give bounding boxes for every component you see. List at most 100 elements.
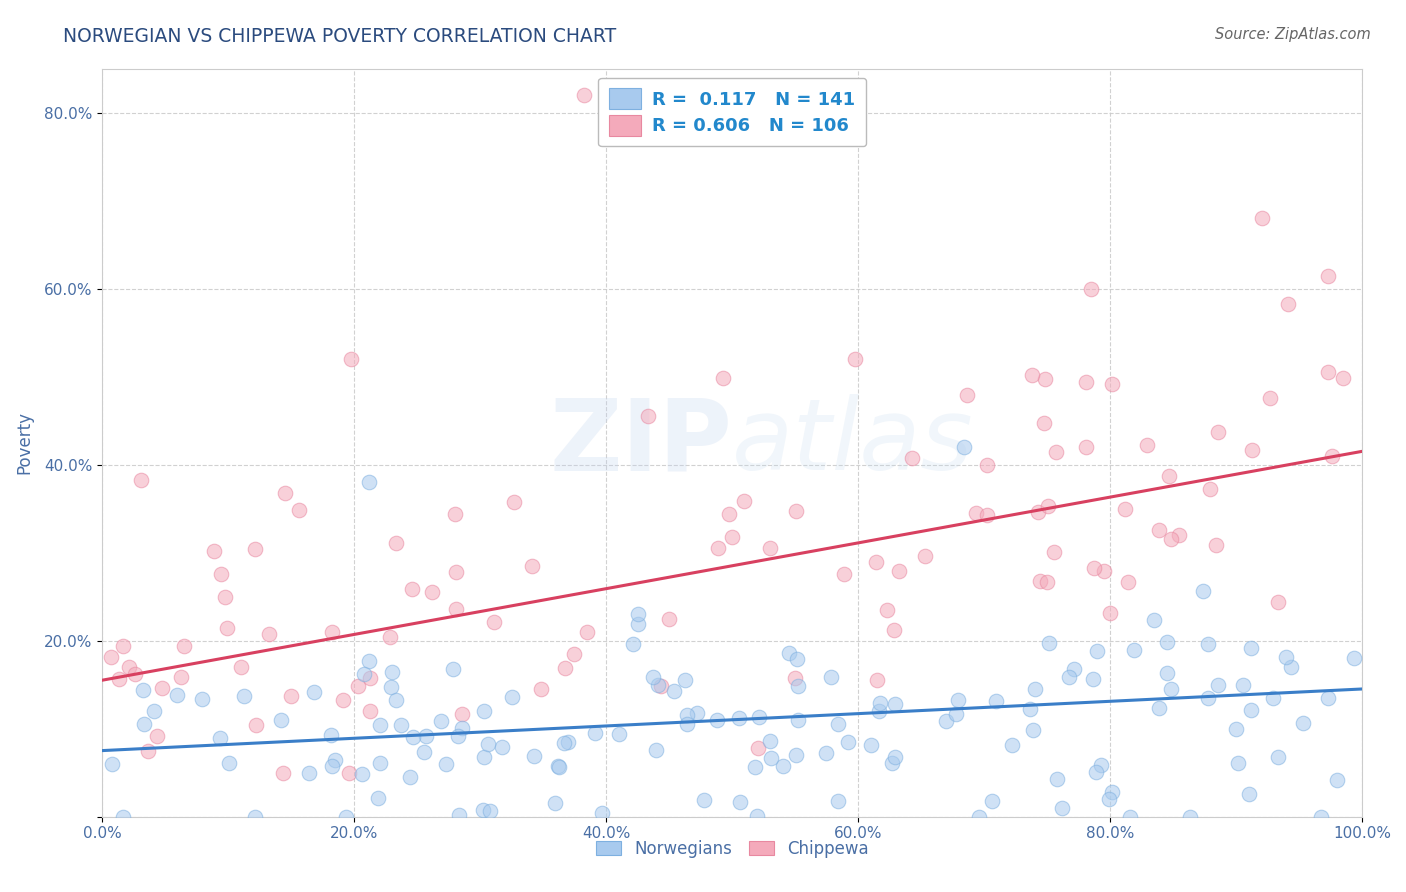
Point bbox=[412, 745, 434, 759]
Point bbox=[860, 738, 883, 752]
Point bbox=[415, 729, 437, 743]
Point bbox=[1250, 211, 1272, 226]
Point bbox=[323, 753, 346, 767]
Text: Source: ZipAtlas.com: Source: ZipAtlas.com bbox=[1215, 27, 1371, 42]
Point bbox=[650, 679, 672, 693]
Point bbox=[1316, 691, 1339, 706]
Point bbox=[1156, 666, 1178, 681]
Point bbox=[887, 564, 910, 578]
Point bbox=[1085, 643, 1108, 657]
Point bbox=[786, 652, 808, 666]
Point bbox=[443, 508, 465, 522]
Point bbox=[785, 504, 807, 518]
Point bbox=[728, 711, 751, 725]
Point bbox=[547, 760, 569, 774]
Point bbox=[530, 681, 553, 696]
Point bbox=[173, 639, 195, 653]
Point bbox=[132, 717, 155, 731]
Point bbox=[772, 759, 794, 773]
Point bbox=[591, 806, 613, 821]
Point bbox=[607, 727, 630, 741]
Point bbox=[321, 625, 343, 640]
Point bbox=[245, 809, 267, 823]
Point bbox=[1197, 637, 1219, 651]
Point bbox=[1160, 682, 1182, 697]
Point bbox=[676, 708, 699, 723]
Point bbox=[1033, 372, 1056, 386]
Point bbox=[447, 730, 470, 744]
Point bbox=[111, 640, 134, 654]
Point bbox=[450, 706, 472, 721]
Point bbox=[976, 458, 998, 472]
Point bbox=[523, 748, 546, 763]
Point bbox=[1147, 523, 1170, 537]
Point bbox=[641, 670, 664, 684]
Point bbox=[827, 794, 849, 808]
Point bbox=[832, 566, 855, 581]
Text: atlas: atlas bbox=[733, 394, 974, 491]
Y-axis label: Poverty: Poverty bbox=[15, 411, 32, 474]
Point bbox=[1267, 594, 1289, 608]
Point bbox=[451, 721, 474, 735]
Point bbox=[1052, 801, 1074, 815]
Point bbox=[1267, 749, 1289, 764]
Point bbox=[441, 662, 464, 676]
Point bbox=[869, 696, 891, 710]
Point bbox=[233, 689, 256, 703]
Point bbox=[378, 631, 401, 645]
Point bbox=[1101, 377, 1123, 392]
Point bbox=[353, 666, 375, 681]
Point bbox=[956, 388, 979, 402]
Point bbox=[245, 541, 267, 556]
Point bbox=[208, 731, 231, 745]
Point bbox=[1036, 500, 1059, 514]
Point bbox=[479, 804, 502, 818]
Point bbox=[1260, 392, 1282, 406]
Point bbox=[398, 770, 420, 784]
Point bbox=[124, 666, 146, 681]
Point bbox=[381, 665, 404, 679]
Point bbox=[1239, 640, 1261, 655]
Legend: R =  0.117   N = 141, R = 0.606   N = 106: R = 0.117 N = 141, R = 0.606 N = 106 bbox=[598, 78, 866, 146]
Point bbox=[900, 450, 922, 465]
Point bbox=[883, 624, 905, 638]
Point bbox=[1074, 440, 1097, 454]
Point bbox=[385, 536, 408, 550]
Point bbox=[1261, 690, 1284, 705]
Point bbox=[359, 671, 381, 685]
Point bbox=[1192, 583, 1215, 598]
Point bbox=[1026, 505, 1049, 519]
Point bbox=[914, 549, 936, 564]
Point bbox=[380, 680, 402, 694]
Point bbox=[1331, 371, 1354, 385]
Point bbox=[1021, 368, 1043, 382]
Point bbox=[129, 474, 152, 488]
Point bbox=[1090, 758, 1112, 772]
Point bbox=[1180, 809, 1202, 823]
Point bbox=[953, 440, 976, 454]
Point bbox=[1135, 438, 1157, 452]
Point bbox=[637, 409, 659, 423]
Point bbox=[758, 734, 780, 748]
Point bbox=[112, 809, 135, 823]
Point bbox=[218, 756, 240, 771]
Point bbox=[1310, 809, 1333, 823]
Point bbox=[557, 735, 579, 749]
Point bbox=[1277, 296, 1299, 310]
Point bbox=[501, 690, 523, 704]
Point bbox=[1036, 575, 1059, 590]
Point bbox=[662, 684, 685, 698]
Point bbox=[1083, 561, 1105, 575]
Point bbox=[935, 714, 957, 729]
Point bbox=[1205, 538, 1227, 552]
Point bbox=[721, 530, 744, 544]
Point bbox=[359, 704, 381, 718]
Point bbox=[472, 749, 495, 764]
Point bbox=[209, 567, 232, 582]
Point bbox=[1092, 564, 1115, 578]
Point bbox=[146, 729, 169, 743]
Point bbox=[759, 751, 782, 765]
Point bbox=[1001, 738, 1024, 752]
Point bbox=[730, 795, 752, 809]
Point bbox=[502, 494, 524, 508]
